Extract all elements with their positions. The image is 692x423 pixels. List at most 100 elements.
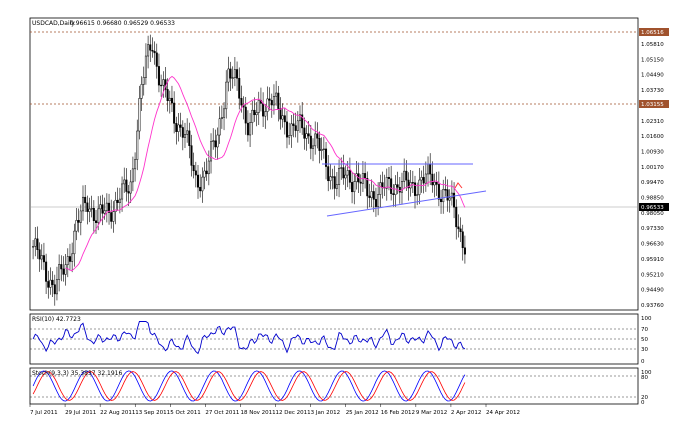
date-tick-label: 3 Jan 2012 [311,410,340,416]
candle-body [262,103,265,117]
candle-body [118,198,121,203]
candle-body [435,181,438,185]
candle-body [374,199,377,207]
candle-body [368,195,371,198]
candle-body [38,249,41,260]
current-price-label-box [639,203,669,211]
candle-body [379,182,382,195]
candle-body [110,212,113,222]
stoch-tick-80: 80 [641,375,648,381]
candle-body [249,122,252,136]
candle-body [238,78,241,99]
candle-body [95,220,98,223]
stoch-signal-line [32,371,466,401]
candle-body [387,176,390,179]
candle-body [405,170,408,181]
candle-body [157,66,160,86]
candle-body [433,181,436,186]
candle-body [231,77,234,79]
candle-body [86,202,89,212]
date-tick-label: 24 Apr 2012 [486,410,520,416]
rsi-tick-0: 0 [641,359,645,365]
date-tick-label: 2 Apr 2012 [451,410,482,416]
hl-mid-label-box [639,100,669,108]
candle-body [77,220,80,223]
candle-body [431,173,434,186]
candle-body [272,95,275,106]
candle-body [285,121,288,138]
candle-body [266,98,269,112]
candle-body [316,133,319,139]
candle-body [225,81,228,110]
candle-body [127,191,130,194]
date-tick-label: 16 Feb 2012 [381,410,415,416]
moving-average-line [65,75,466,271]
candle-body [292,123,295,126]
candle-body [160,84,163,87]
candle-body [144,55,147,78]
candle-body [290,123,293,136]
candle-body [307,133,310,137]
candle-body [71,253,74,262]
candle-body [101,204,104,214]
candle-body [277,92,280,109]
date-tick-label: 22 Aug 2011 [100,410,135,416]
candle-body [166,89,169,102]
candle-body [403,170,406,182]
candle-body [181,127,184,138]
date-tick-label: 18 Nov 2011 [240,410,275,416]
candle-body [136,130,139,160]
candle-body [444,189,447,191]
candle-body [125,179,128,192]
candle-body [192,165,195,172]
candle-body [199,186,202,192]
price-tick-label: 0.99470 [641,180,664,186]
candle-body [364,173,367,179]
candle-body [407,179,410,189]
support-trendline[interactable] [326,190,487,217]
symbol-label: USDCAD,Daily [32,20,75,27]
candle-body [58,264,61,280]
candle-body [233,69,236,78]
candle-body [229,68,232,79]
candle-body [108,202,111,213]
candle-body [442,189,445,203]
candle-body [131,168,134,183]
date-tick-label: 29 Jul 2011 [65,410,96,416]
stoch-title: Stoch(9,3,3) 35.3837 32.1916 [32,370,123,377]
stoch-main-line [32,370,466,402]
candle-body [203,170,206,178]
candle-body [236,69,239,79]
candle-body [298,114,302,122]
candle-body [455,206,458,228]
candle-body [153,50,156,54]
stoch-tick-100: 100 [641,370,652,376]
candle-body [329,176,332,182]
candle-body [283,115,286,123]
stoch-panel[interactable] [29,367,639,405]
candle-body [327,166,330,182]
candle-body [340,167,343,169]
date-tick-label: 7 Jul 2011 [30,410,58,416]
candle-body [90,208,93,210]
candle-body [312,145,315,149]
candle-body [392,193,395,195]
candle-body [353,181,356,193]
candle-body [66,256,69,265]
price-tick-label: 0.95210 [641,272,664,278]
candle-body [418,179,421,195]
date-axis: 7 Jul 2011 29 Jul 2011 22 Aug 2011 13 Sep 2… [29,404,520,416]
candle-body [301,114,304,129]
candle-body [325,148,328,167]
candle-body [344,174,347,179]
rsi-tick-50: 50 [641,337,648,343]
date-tick-label: 25 Jan 2012 [346,410,379,416]
candle-body [138,98,141,132]
candle-body [223,108,226,118]
candle-body [335,184,338,189]
candle-body [416,194,419,196]
alert-arrow-icon [454,182,463,189]
candle-body [338,167,341,185]
candle-body [196,174,200,188]
